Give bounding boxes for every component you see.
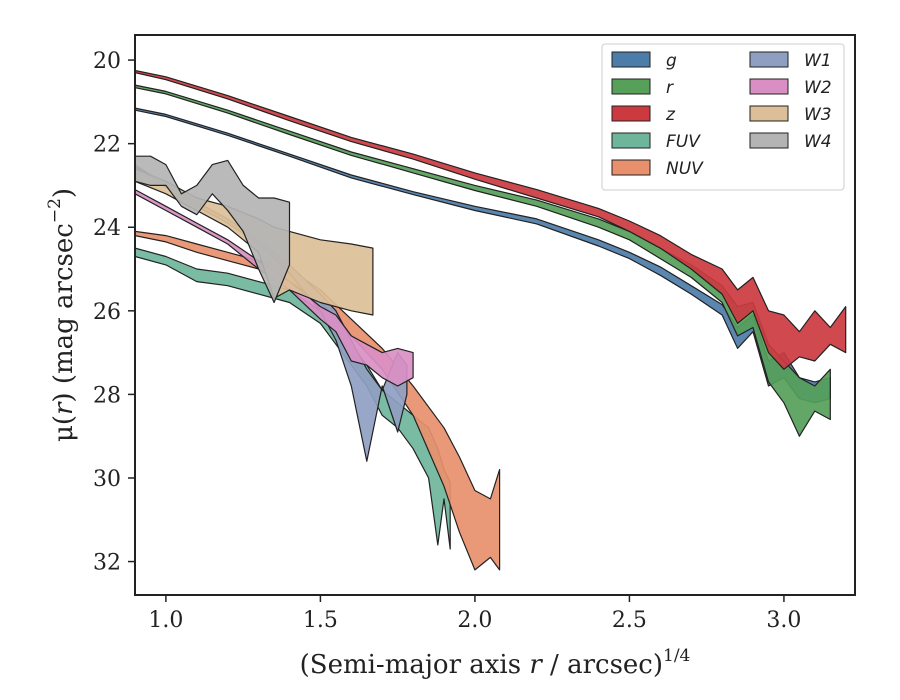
legend-label-z: z	[665, 105, 676, 125]
y-tick-label: 20	[93, 49, 121, 74]
y-tick-label: 26	[93, 300, 121, 325]
legend-swatch-z	[611, 105, 651, 122]
y-tick-label: 28	[93, 383, 121, 408]
legend-label-w4: W4	[804, 132, 832, 152]
plot-frame	[134, 34, 856, 596]
legend-label-r: r	[666, 78, 674, 98]
legend-label-fuv: FUV	[666, 132, 701, 152]
legend-swatch-w1	[749, 51, 789, 68]
y-tick-label: 22	[93, 133, 121, 158]
y-tick-label: 30	[93, 467, 121, 492]
x-tick-label: 2.5	[612, 608, 647, 633]
legend-label-nuv: NUV	[666, 159, 704, 179]
legend-swatch-w4	[749, 132, 789, 149]
y-tick-label: 32	[93, 551, 121, 576]
legend-swatch-nuv	[611, 159, 651, 176]
surface-brightness-bands	[135, 69, 847, 571]
x-axis-title: (Semi-major axis r / arcsec)1/4	[300, 646, 691, 680]
legend-label-w3: W3	[804, 105, 832, 125]
legend-label-g: g	[666, 51, 677, 71]
legend-swatch-w3	[749, 105, 789, 122]
band-z	[135, 69, 847, 370]
x-tick-label: 2.0	[457, 608, 492, 633]
axis-ticks: 1.0 1.5 2.0 2.5 3.0 20 22 24 26 28 30 32	[93, 49, 801, 633]
legend-label-w2: W2	[804, 78, 832, 98]
y-axis-title: μ(r) (mag arcsec−2)	[45, 188, 79, 442]
band-w4	[135, 155, 291, 304]
band-r	[135, 84, 831, 437]
legend-swatch-fuv	[611, 132, 651, 149]
y-tick-label: 24	[93, 216, 121, 241]
x-tick-label: 3.0	[766, 608, 801, 633]
x-tick-label: 1.0	[148, 608, 183, 633]
legend-swatch-w2	[749, 78, 789, 95]
legend: grz FUV NUV W1 W2 W3 W4	[601, 43, 845, 191]
legend-swatch-g	[611, 51, 651, 68]
legend-swatch-r	[611, 78, 651, 95]
x-tick-label: 1.5	[303, 608, 338, 633]
legend-label-w1: W1	[804, 51, 832, 71]
